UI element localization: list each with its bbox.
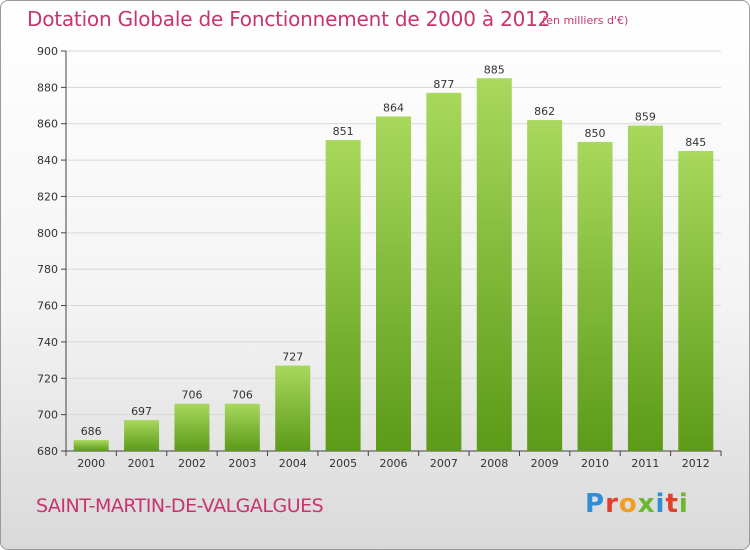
- bar: [476, 78, 512, 451]
- logo-letter: r: [605, 489, 619, 519]
- x-tick-label: 2003: [228, 457, 256, 470]
- bar-value-label: 877: [433, 78, 454, 91]
- bar-value-label: 859: [635, 111, 656, 124]
- bar-value-label: 845: [685, 136, 706, 149]
- logo-letter: P: [585, 489, 606, 519]
- y-tick-label: 760: [37, 300, 58, 313]
- bar: [376, 116, 411, 452]
- x-tick-label: 2009: [531, 457, 559, 470]
- bar-value-label: 706: [181, 389, 202, 402]
- bar-value-label: 862: [534, 105, 555, 118]
- bar: [678, 151, 714, 451]
- y-tick-label: 800: [37, 227, 58, 240]
- bar-value-label: 864: [383, 101, 404, 114]
- logo-letter: o: [618, 489, 638, 519]
- bar: [527, 120, 563, 451]
- x-tick-label: 2000: [77, 457, 105, 470]
- logo-letter: i: [655, 489, 666, 519]
- bar-value-label: 697: [131, 405, 152, 418]
- x-tick-label: 2004: [279, 457, 307, 470]
- x-tick-label: 2005: [329, 457, 357, 470]
- bar-value-label: 885: [484, 63, 505, 76]
- logo-letter: x: [637, 489, 656, 519]
- y-tick-label: 720: [37, 372, 58, 385]
- bar: [577, 141, 613, 451]
- bar-value-label: 686: [81, 425, 102, 438]
- x-tick-label: 2002: [178, 457, 206, 470]
- x-tick-label: 2007: [430, 457, 458, 470]
- x-tick-label: 2006: [380, 457, 408, 470]
- y-tick-label: 840: [37, 154, 58, 167]
- unit-note: (en milliers d'€): [542, 14, 629, 27]
- bar: [325, 140, 361, 451]
- y-tick-label: 680: [37, 445, 58, 458]
- proxiti-logo: Proxiti: [585, 489, 689, 519]
- x-tick-label: 2011: [631, 457, 659, 470]
- x-tick-label: 2012: [682, 457, 710, 470]
- bar: [224, 403, 260, 451]
- y-tick-label: 740: [37, 336, 58, 349]
- x-tick-label: 2010: [581, 457, 609, 470]
- bar-value-label: 851: [333, 125, 354, 138]
- logo-letter: i: [678, 489, 689, 519]
- bar-value-label: 727: [282, 351, 303, 364]
- bar: [426, 92, 462, 452]
- bar-value-label: 706: [232, 389, 253, 402]
- bar: [627, 125, 663, 451]
- y-tick-label: 700: [37, 409, 58, 422]
- y-tick-label: 860: [37, 118, 58, 131]
- bars: [73, 78, 714, 452]
- location-name: SAINT-MARTIN-DE-VALGALGUES: [36, 495, 324, 517]
- value-labels: 686 697 706 706 727 851 864 877 885 862 850 859 845: [81, 63, 707, 438]
- logo-letter: t: [665, 489, 679, 519]
- y-tick-label: 900: [37, 45, 58, 58]
- x-tick-label: 2008: [480, 457, 508, 470]
- chart-title: Dotation Globale de Fonctionnement de 20…: [27, 7, 551, 31]
- y-tick-label: 880: [37, 81, 58, 94]
- y-axis-ticks: 680 700 720 740 760 780 800 820 840 860 880 900: [37, 45, 66, 458]
- bar: [174, 403, 210, 451]
- y-tick-label: 780: [37, 263, 58, 276]
- x-axis-ticks: 2000 2001 2002 2003 2004 2005 2006 2007 2008 2009…: [65, 451, 722, 470]
- bar: [275, 365, 311, 451]
- bar: [73, 440, 109, 451]
- bar: [124, 420, 160, 451]
- y-tick-label: 820: [37, 190, 58, 203]
- bar-value-label: 850: [585, 127, 606, 140]
- x-tick-label: 2001: [128, 457, 156, 470]
